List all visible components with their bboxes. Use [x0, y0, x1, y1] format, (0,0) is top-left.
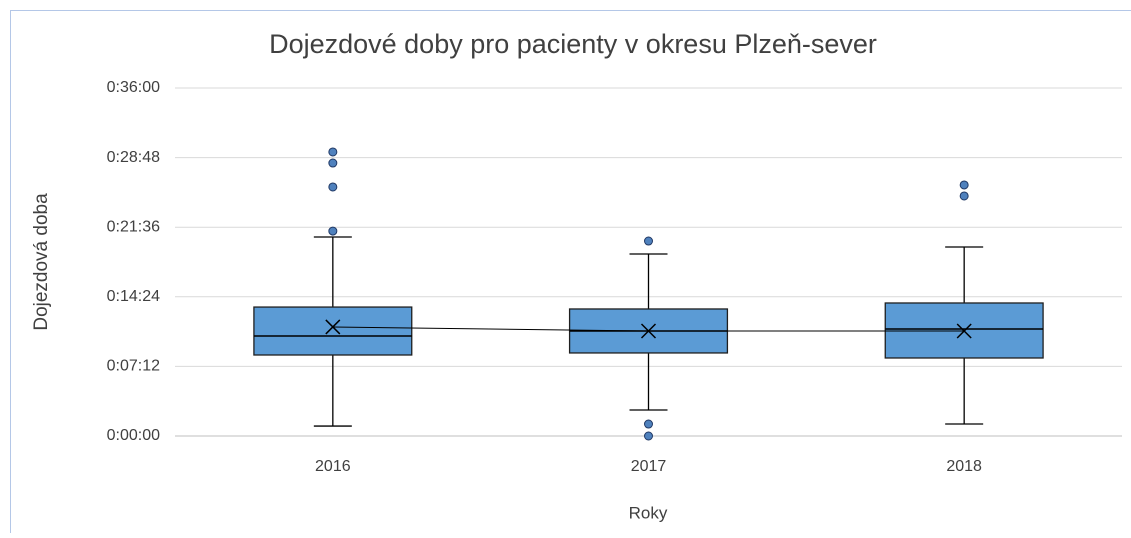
outlier — [329, 148, 337, 156]
outlier — [645, 432, 653, 440]
y-tick-label: 0:21:36 — [107, 218, 160, 235]
outlier — [645, 420, 653, 428]
y-tick-label: 0:36:00 — [107, 79, 160, 96]
outlier — [329, 227, 337, 235]
x-tick-label: 2017 — [631, 458, 667, 475]
chart-border — [11, 11, 1131, 534]
outlier — [645, 237, 653, 245]
y-axis-label: Dojezdová doba — [31, 193, 52, 331]
x-tick-label: 2018 — [946, 458, 982, 475]
y-tick-label: 0:07:12 — [107, 358, 160, 375]
x-axis-label: Roky — [629, 503, 668, 522]
outlier — [960, 181, 968, 189]
chart-title: Dojezdové doby pro pacienty v okresu Plz… — [269, 29, 877, 59]
box — [254, 307, 412, 355]
y-tick-label: 0:14:24 — [107, 288, 160, 305]
y-tick-label: 0:28:48 — [107, 149, 160, 166]
outlier — [329, 183, 337, 191]
y-tick-label: 0:00:00 — [107, 427, 160, 444]
x-tick-label: 2016 — [315, 458, 351, 475]
outlier — [960, 192, 968, 200]
outlier — [329, 159, 337, 167]
